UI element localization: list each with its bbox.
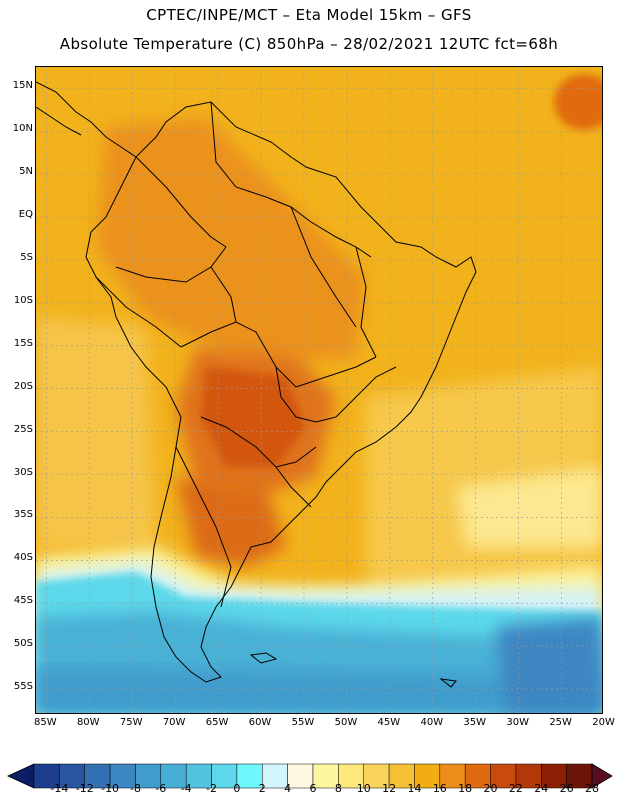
latitude-label: 40S (13, 552, 33, 564)
latitude-label: 15S (13, 337, 33, 349)
colorbar-swatch (515, 763, 542, 789)
colorbar-swatch (312, 763, 339, 789)
colorbar-tick-label: -6 (155, 782, 167, 795)
longitude-label: 55W (291, 717, 315, 728)
colorbar-swatch (338, 763, 364, 789)
colorbar (7, 763, 613, 789)
latitude-label: 25S (13, 423, 33, 435)
colorbar-tick-label: 6 (309, 782, 317, 795)
latitude-label: 20S (13, 380, 33, 392)
colorbar-tick-label: 2 (258, 782, 266, 795)
longitude-label: 70W (162, 717, 186, 728)
longitude-label: 60W (248, 717, 272, 728)
colorbar-swatch (84, 763, 111, 789)
colorbar-swatch (59, 763, 85, 789)
colorbar-swatch (363, 763, 390, 789)
longitude-label: 25W (549, 717, 572, 728)
colorbar-tick-label: -10 (101, 782, 120, 795)
latitude-label: 35S (13, 509, 33, 521)
longitude-label: 20W (592, 717, 615, 728)
longitude-label: 40W (420, 717, 444, 728)
longitude-label: 50W (334, 717, 358, 728)
colorbar-tick-label: 10 (356, 782, 371, 795)
map-title: CPTEC/INPE/MCT – Eta Model 15km – GFS (146, 6, 472, 24)
coastlines (36, 81, 477, 688)
colorbar-swatch (262, 763, 288, 789)
colorbar-low-arrow (7, 763, 35, 789)
colorbar-swatch (566, 763, 593, 789)
longitude-label: 85W (33, 717, 57, 728)
longitude-label: 35W (463, 717, 487, 728)
graticule (36, 67, 602, 713)
colorbar-swatch (287, 763, 314, 789)
temperature-map[interactable] (35, 66, 603, 714)
colorbar-swatch (109, 763, 136, 789)
colorbar-tick-label: 26 (559, 782, 574, 795)
longitude-label: 30W (506, 717, 529, 728)
latitude-label: 5N (19, 166, 33, 178)
latitude-label: 15N (12, 80, 33, 92)
longitude-label: 80W (76, 717, 100, 728)
colorbar-swatch (160, 763, 187, 789)
colorbar-tick-label: 14 (407, 782, 422, 795)
colorbar-tick-label: 28 (585, 782, 599, 795)
colorbar-tick-label: -4 (180, 782, 192, 795)
colorbar-high-arrow (591, 763, 613, 789)
latitude-label: 55S (13, 680, 33, 692)
latitude-label: 5S (20, 252, 33, 264)
longitude-label: 75W (119, 717, 143, 728)
colorbar-swatch (211, 763, 238, 789)
latitude-label: EQ (18, 209, 33, 221)
colorbar-tick-label: -2 (206, 782, 218, 795)
colorbar-swatch (439, 763, 466, 789)
map-canvas (36, 67, 602, 713)
latitude-label: 10S (13, 294, 33, 306)
colorbar-tick-label: 12 (382, 782, 397, 795)
colorbar-tick-label: 20 (483, 782, 498, 795)
colorbar-swatch (33, 763, 60, 789)
colorbar-tick-label: 24 (534, 782, 549, 795)
latitude-label: 45S (13, 595, 33, 607)
longitude-label: 45W (377, 717, 401, 728)
colorbar-tick-label: -14 (50, 782, 69, 795)
latitude-label: 10N (12, 123, 33, 135)
colorbar-tick-label: 18 (458, 782, 473, 795)
map-subtitle: Absolute Temperature (C) 850hPa – 28/02/… (59, 35, 559, 53)
colorbar-swatch (464, 763, 491, 789)
colorbar-tick-label: 22 (508, 782, 523, 795)
colorbar-tick-label: -12 (75, 782, 94, 795)
latitude-label: 30S (13, 466, 33, 478)
colorbar-tick-label: 4 (284, 782, 292, 795)
colorbar-swatch (135, 763, 162, 789)
colorbar-swatch (490, 763, 517, 789)
colorbar-swatch (185, 763, 212, 789)
longitude-label: 65W (205, 717, 229, 728)
colorbar-swatch (541, 763, 567, 789)
colorbar-swatch (236, 763, 263, 789)
temperature-field (36, 67, 602, 713)
colorbar-tick-label: -8 (129, 782, 141, 795)
latitude-label: 50S (13, 638, 33, 650)
colorbar-tick-label: 8 (334, 782, 342, 795)
colorbar-tick-label: 0 (233, 782, 241, 795)
colorbar-tick-label: 16 (432, 782, 447, 795)
